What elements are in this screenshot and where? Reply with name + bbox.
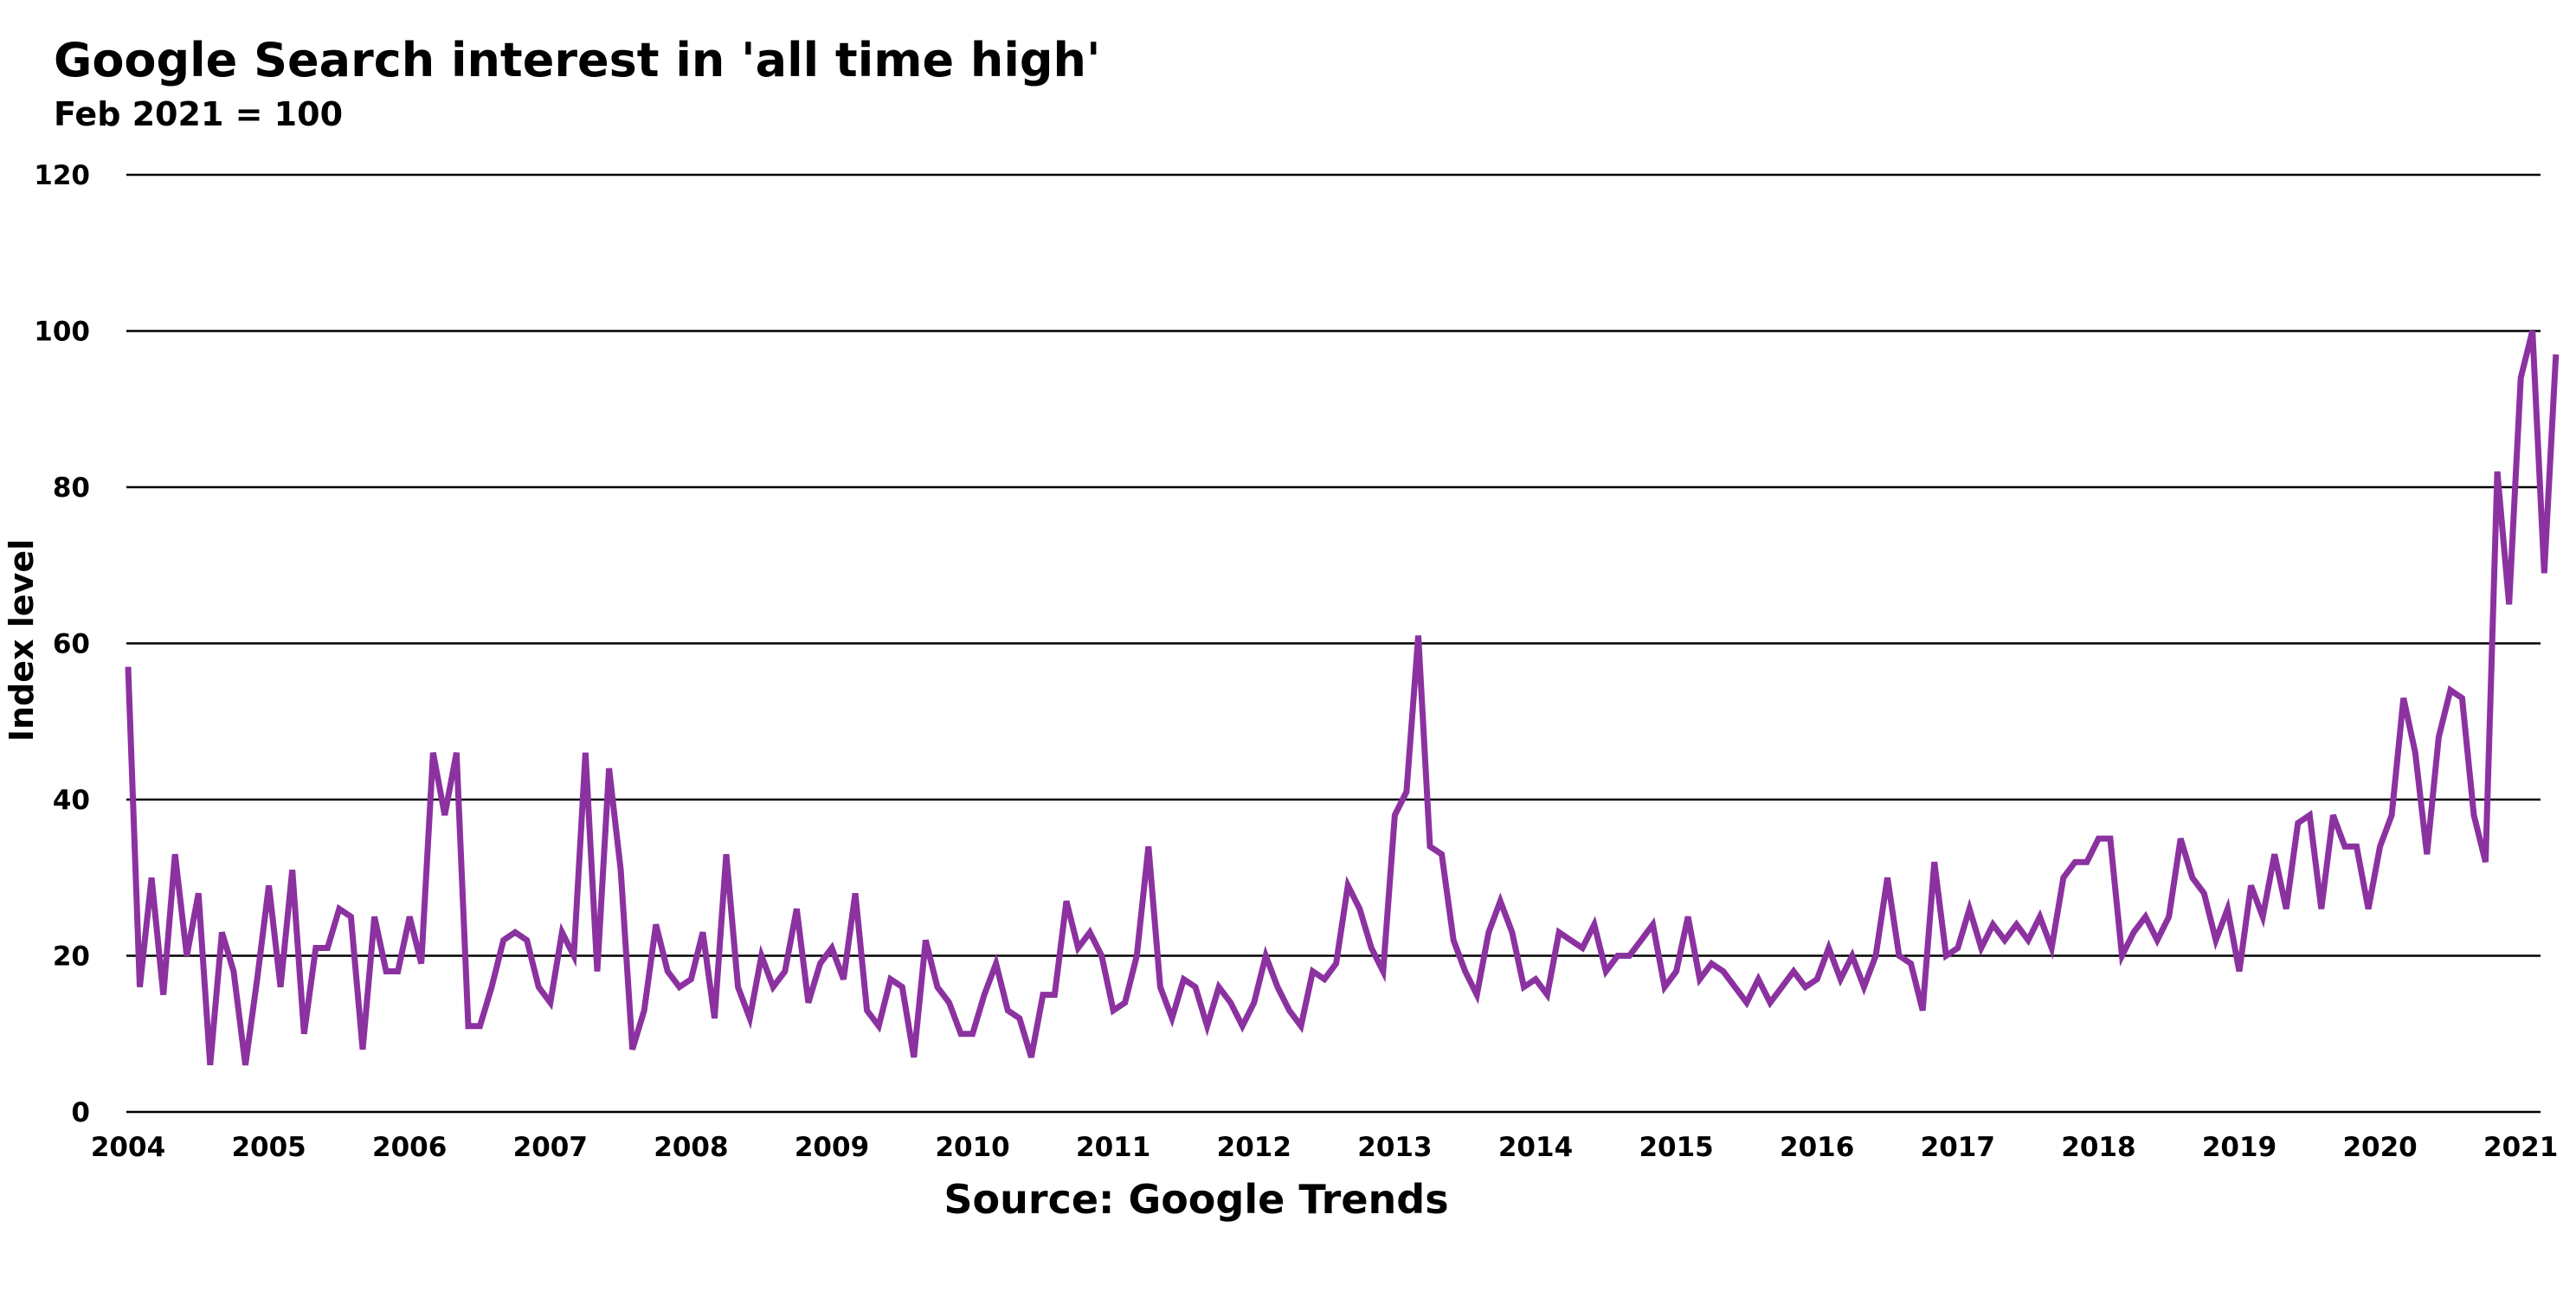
x-tick-label-2014: 2014 bbox=[1498, 1132, 1573, 1163]
x-tick-label-2016: 2016 bbox=[1780, 1132, 1854, 1163]
y-tick-label-100: 100 bbox=[34, 317, 90, 348]
y-tick-label-120: 120 bbox=[34, 160, 90, 191]
chart-subtitle: Feb 2021 = 100 bbox=[54, 95, 343, 133]
x-tick-label-2019: 2019 bbox=[2202, 1132, 2277, 1163]
x-tick-labels: 2004 2005 2006 2007 2008 2009 2010 2011 2012 2013… bbox=[91, 1132, 2558, 1163]
x-tick-label-2011: 2011 bbox=[1076, 1132, 1150, 1163]
x-tick-label-2013: 2013 bbox=[1357, 1132, 1432, 1163]
x-tick-label-2007: 2007 bbox=[513, 1132, 588, 1163]
x-tick-label-2012: 2012 bbox=[1217, 1132, 1291, 1163]
x-tick-label-2017: 2017 bbox=[1921, 1132, 1995, 1163]
source-note: Source: Google Trends bbox=[943, 1176, 1448, 1223]
x-tick-label-2021: 2021 bbox=[2483, 1132, 2558, 1163]
x-tick-label-2005: 2005 bbox=[231, 1132, 306, 1163]
series-group bbox=[125, 330, 2560, 1066]
y-tick-label-40: 40 bbox=[53, 785, 90, 816]
chart-title: Google Search interest in 'all time high… bbox=[54, 33, 1101, 87]
x-tick-label-2015: 2015 bbox=[1639, 1132, 1713, 1163]
y-tick-label-60: 60 bbox=[53, 629, 90, 660]
series-line-0 bbox=[125, 330, 2560, 1066]
y-tick-label-80: 80 bbox=[53, 472, 90, 504]
y-axis-title: Index level bbox=[3, 539, 41, 742]
x-tick-label-2006: 2006 bbox=[372, 1132, 447, 1163]
x-tick-label-2009: 2009 bbox=[795, 1132, 869, 1163]
y-tick-label-0: 0 bbox=[71, 1097, 90, 1128]
y-tick-label-20: 20 bbox=[53, 941, 90, 973]
y-tick-labels: 0 20 40 60 80 100 120 bbox=[34, 160, 90, 1128]
x-tick-label-2010: 2010 bbox=[935, 1132, 1009, 1163]
x-tick-label-2018: 2018 bbox=[2061, 1132, 2135, 1163]
x-tick-label-2008: 2008 bbox=[654, 1132, 728, 1163]
x-tick-label-2004: 2004 bbox=[91, 1132, 165, 1163]
x-tick-label-2020: 2020 bbox=[2342, 1132, 2417, 1163]
